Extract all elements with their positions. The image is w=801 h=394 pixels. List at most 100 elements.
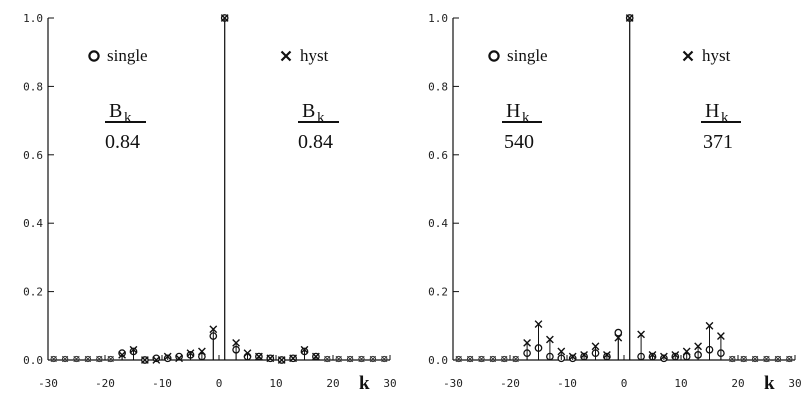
baseline-single-point <box>763 355 770 363</box>
legend-hyst-marker <box>682 50 694 62</box>
y-tick-label: 0.4 <box>23 217 43 230</box>
baseline-hyst-point <box>489 355 497 363</box>
single-point <box>152 354 161 363</box>
y-tick-label: 0.2 <box>23 286 43 299</box>
y-tick-label: 0.8 <box>428 80 448 93</box>
fraction-denominator: 371 <box>703 131 733 153</box>
fraction-numerator: H <box>705 100 719 122</box>
baseline-single-point <box>381 355 388 363</box>
y-tick-label: 0.0 <box>23 354 43 367</box>
baseline-hyst-point <box>381 355 388 363</box>
baseline-hyst-point <box>466 355 474 363</box>
hyst-point <box>152 356 161 364</box>
baseline-hyst-point <box>478 355 485 363</box>
y-tick-label: 0.0 <box>428 354 448 367</box>
legend-single-marker <box>488 50 500 62</box>
baseline-hyst-point <box>61 355 69 363</box>
y-tick-label: 0.4 <box>428 217 448 230</box>
baseline-single-point <box>478 355 485 363</box>
legend-left: single B k 0.84 hyst B k 0.84 <box>88 46 339 153</box>
legend-hyst-right: hyst <box>682 46 731 65</box>
hyst-point <box>591 342 600 351</box>
hyst-point <box>717 332 725 340</box>
hyst-point <box>232 339 240 347</box>
baseline-single-point <box>786 355 793 363</box>
baseline-hyst-point <box>740 355 747 363</box>
legend-right: single H k 540 hyst H k 371 <box>488 46 741 153</box>
fraction-numerator: B <box>109 100 122 122</box>
hyst-point <box>546 335 554 344</box>
x-tick-label: -20 <box>95 377 115 390</box>
fraction-subscript: k <box>721 110 729 126</box>
hyst-point <box>289 354 297 363</box>
baseline-single-point <box>107 355 114 363</box>
legend-single-label: single <box>507 46 548 65</box>
x-tick-label: -30 <box>38 377 58 390</box>
x-tick-label: 20 <box>731 377 744 390</box>
baseline-hyst-point <box>751 355 759 363</box>
hyst-point <box>220 14 229 22</box>
baseline-hyst-point <box>763 355 770 363</box>
baseline-hyst-point <box>324 355 331 363</box>
baseline-single-point <box>752 355 759 363</box>
baseline-single-point <box>774 355 782 363</box>
legend-hyst-fraction-right: H k 371 <box>701 100 741 153</box>
hyst-point <box>300 345 309 354</box>
baseline-single-point <box>455 355 462 363</box>
legend-single-right: single <box>488 46 548 65</box>
hyst-point <box>255 352 263 361</box>
hyst-point <box>580 350 588 359</box>
y-tick-label: 1.0 <box>428 12 448 25</box>
legend-hyst-label: hyst <box>300 46 329 65</box>
hyst-point <box>671 350 680 359</box>
baseline-single-point <box>324 355 331 363</box>
baseline-hyst-point <box>50 355 57 363</box>
fraction-denominator: 0.84 <box>298 131 333 153</box>
baseline-hyst-point <box>774 355 782 363</box>
baseline-single-point <box>512 355 519 363</box>
hyst-point <box>648 350 657 359</box>
legend-hyst-fraction-left: B k 0.84 <box>298 100 339 153</box>
hyst-point <box>118 350 126 359</box>
hyst-point <box>209 325 218 334</box>
chart-panel-left: 0.0 0.2 0.4 0.6 0.8 1.0 -30 -20 -10 0 10 20 30 k sing… <box>23 12 397 394</box>
baseline-hyst-point <box>455 355 462 363</box>
fraction-subscript: k <box>317 110 325 126</box>
legend-single-fraction-left: B k 0.84 <box>105 100 146 153</box>
x-tick-label: 20 <box>326 377 339 390</box>
baseline-hyst-point <box>512 355 519 363</box>
hyst-point <box>523 339 531 347</box>
baseline-hyst-point <box>369 355 377 363</box>
hyst-point <box>163 352 172 361</box>
fraction-denominator: 0.84 <box>105 131 140 153</box>
hyst-point <box>129 345 138 354</box>
legend-hyst-marker <box>280 50 292 62</box>
y-tick-label: 0.6 <box>23 149 43 162</box>
hyst-point <box>705 321 714 330</box>
hyst-point <box>694 342 702 351</box>
hyst-point <box>660 352 668 361</box>
legend-hyst-label: hyst <box>702 46 731 65</box>
hyst-point <box>198 347 206 356</box>
baseline-single-point <box>96 355 103 363</box>
legend-single-marker <box>88 50 100 62</box>
hyst-point <box>312 352 320 361</box>
hyst-point <box>625 14 634 22</box>
legend-single-fraction-right: H k 540 <box>502 100 542 153</box>
baseline-hyst-point <box>729 355 736 363</box>
baseline-single-point <box>489 355 496 363</box>
x-tick-label: -10 <box>557 377 577 390</box>
axes-right: 0.0 0.2 0.4 0.6 0.8 1.0 -30 -20 -10 0 10 20 30 k <box>428 12 801 394</box>
data-marks-right <box>455 14 793 363</box>
x-tick-label: -30 <box>443 377 463 390</box>
hyst-point <box>614 333 623 342</box>
hyst-point <box>277 356 286 364</box>
baseline-single-point <box>347 355 354 363</box>
baseline-single-point <box>62 355 69 363</box>
y-tick-label: 0.8 <box>23 80 43 93</box>
baseline-hyst-point <box>346 355 354 363</box>
baseline-single-point <box>50 355 57 363</box>
legend-single-label: single <box>107 46 148 65</box>
hyst-point <box>175 354 183 363</box>
